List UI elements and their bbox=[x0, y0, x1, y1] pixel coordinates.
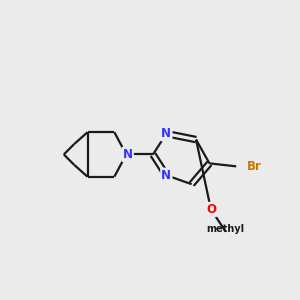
Text: O: O bbox=[206, 203, 216, 216]
Text: Br: Br bbox=[247, 160, 262, 173]
Text: N: N bbox=[161, 127, 171, 140]
Text: N: N bbox=[123, 148, 133, 161]
Text: methyl: methyl bbox=[207, 224, 245, 234]
Text: N: N bbox=[161, 169, 171, 182]
